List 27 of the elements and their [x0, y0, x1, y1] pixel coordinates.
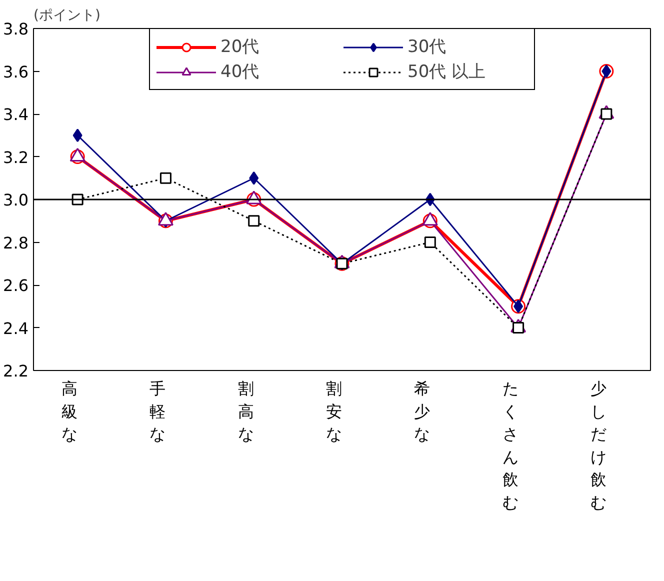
legend-label: 50代 以上: [408, 61, 487, 83]
y-tick-label: 3.0: [3, 190, 29, 210]
x-tick-label: 手軽な: [150, 379, 166, 444]
x-tick-label: たくさん飲む: [502, 379, 518, 512]
y-tick-label: 3.6: [3, 62, 29, 82]
point: [160, 172, 172, 184]
y-tick-label: 2.8: [3, 233, 29, 252]
point: [248, 215, 260, 227]
x-tick-label: 少しだけ飲む: [590, 379, 606, 512]
legend-label: 40代: [220, 61, 260, 83]
y-tick-label: 2.4: [3, 318, 29, 338]
x-tick-label: 希少な: [414, 379, 430, 444]
y-tick-label: 3.8: [3, 20, 29, 38]
point: [249, 171, 259, 185]
y-tick-label: 3.4: [3, 105, 29, 124]
x-tick-label: 割安な: [326, 379, 342, 444]
x-tick-label: 高級な: [62, 379, 78, 444]
legend-label: 30代: [408, 36, 448, 58]
y-tick-label: 2.6: [3, 276, 29, 295]
y-axis-title: (ポイント): [34, 8, 100, 24]
legend-label: 20代: [220, 36, 260, 58]
y-tick-label: 2.2: [3, 362, 29, 380]
point: [602, 64, 612, 78]
x-tick-label: 割高な: [238, 379, 254, 444]
point: [424, 236, 436, 248]
y-tick-label: 3.2: [3, 148, 29, 167]
point: [72, 128, 82, 142]
